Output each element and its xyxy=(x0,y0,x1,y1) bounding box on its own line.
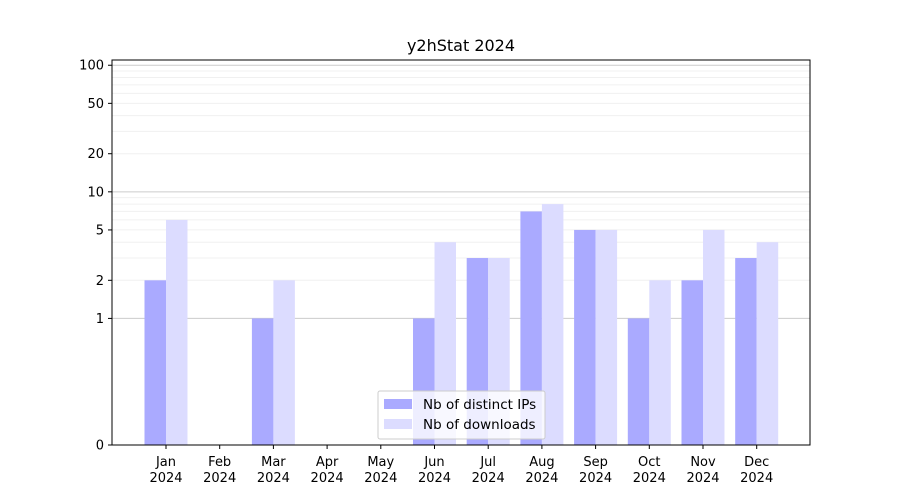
x-tick-label: Feb 2024 xyxy=(203,455,236,486)
x-tick-label: Apr 2024 xyxy=(311,455,344,486)
bar-distinct-ips xyxy=(574,229,596,445)
x-tick-label: Jun 2024 xyxy=(418,455,451,486)
x-tick-label: Jan 2024 xyxy=(149,455,182,486)
bar-distinct-ips xyxy=(735,258,757,445)
x-tick-label: Dec 2024 xyxy=(740,455,773,486)
bar-downloads xyxy=(595,229,618,445)
bar-distinct-ips xyxy=(520,211,542,445)
chart-title: y2hStat 2024 xyxy=(407,36,515,55)
legend: Nb of distinct IPs Nb of downloads xyxy=(377,390,546,440)
y-axis: 0 1 2 5 10 20 50 100 xyxy=(79,59,112,454)
y-tick-label: 10 xyxy=(87,185,104,200)
bar-downloads xyxy=(273,280,295,445)
y-tick-label: 2 xyxy=(96,274,104,289)
bar-distinct-ips xyxy=(251,318,274,445)
y-tick-label: 5 xyxy=(96,223,104,238)
y-tick-label: 50 xyxy=(87,97,104,112)
bar-distinct-ips xyxy=(627,318,650,445)
x-tick-label: Mar 2024 xyxy=(257,455,290,486)
y-tick-label: 20 xyxy=(87,147,104,162)
legend-label-downloads: Nb of downloads xyxy=(423,417,536,433)
bar-downloads xyxy=(541,204,564,445)
x-tick-label: May 2024 xyxy=(364,455,397,486)
legend-swatch-distinct-ips xyxy=(384,399,412,409)
y-tick-label: 100 xyxy=(79,59,104,74)
bar-downloads xyxy=(703,229,725,445)
x-tick-label: Nov 2024 xyxy=(686,455,719,486)
bar-downloads xyxy=(649,280,671,445)
x-tick-label: Jul 2024 xyxy=(472,455,505,486)
bar-distinct-ips xyxy=(681,280,703,445)
x-axis: Jan 2024 Feb 2024 Mar 2024 Apr 2024 May 2024 Jun 20… xyxy=(149,445,773,486)
grid xyxy=(112,64,810,319)
legend-swatch-downloads xyxy=(384,419,412,429)
x-tick-label: Sep 2024 xyxy=(579,455,612,486)
bar-downloads xyxy=(756,242,779,445)
legend-box xyxy=(377,390,546,440)
x-tick-label: Aug 2024 xyxy=(525,455,558,486)
x-tick-label: Oct 2024 xyxy=(633,455,666,486)
y-tick-label: 1 xyxy=(96,312,104,327)
legend-label-distinct-ips: Nb of distinct IPs xyxy=(423,397,536,413)
y-tick-label: 0 xyxy=(96,439,104,454)
plot-frame xyxy=(111,59,811,446)
bar-downloads xyxy=(166,219,188,445)
bar-distinct-ips xyxy=(144,280,166,445)
